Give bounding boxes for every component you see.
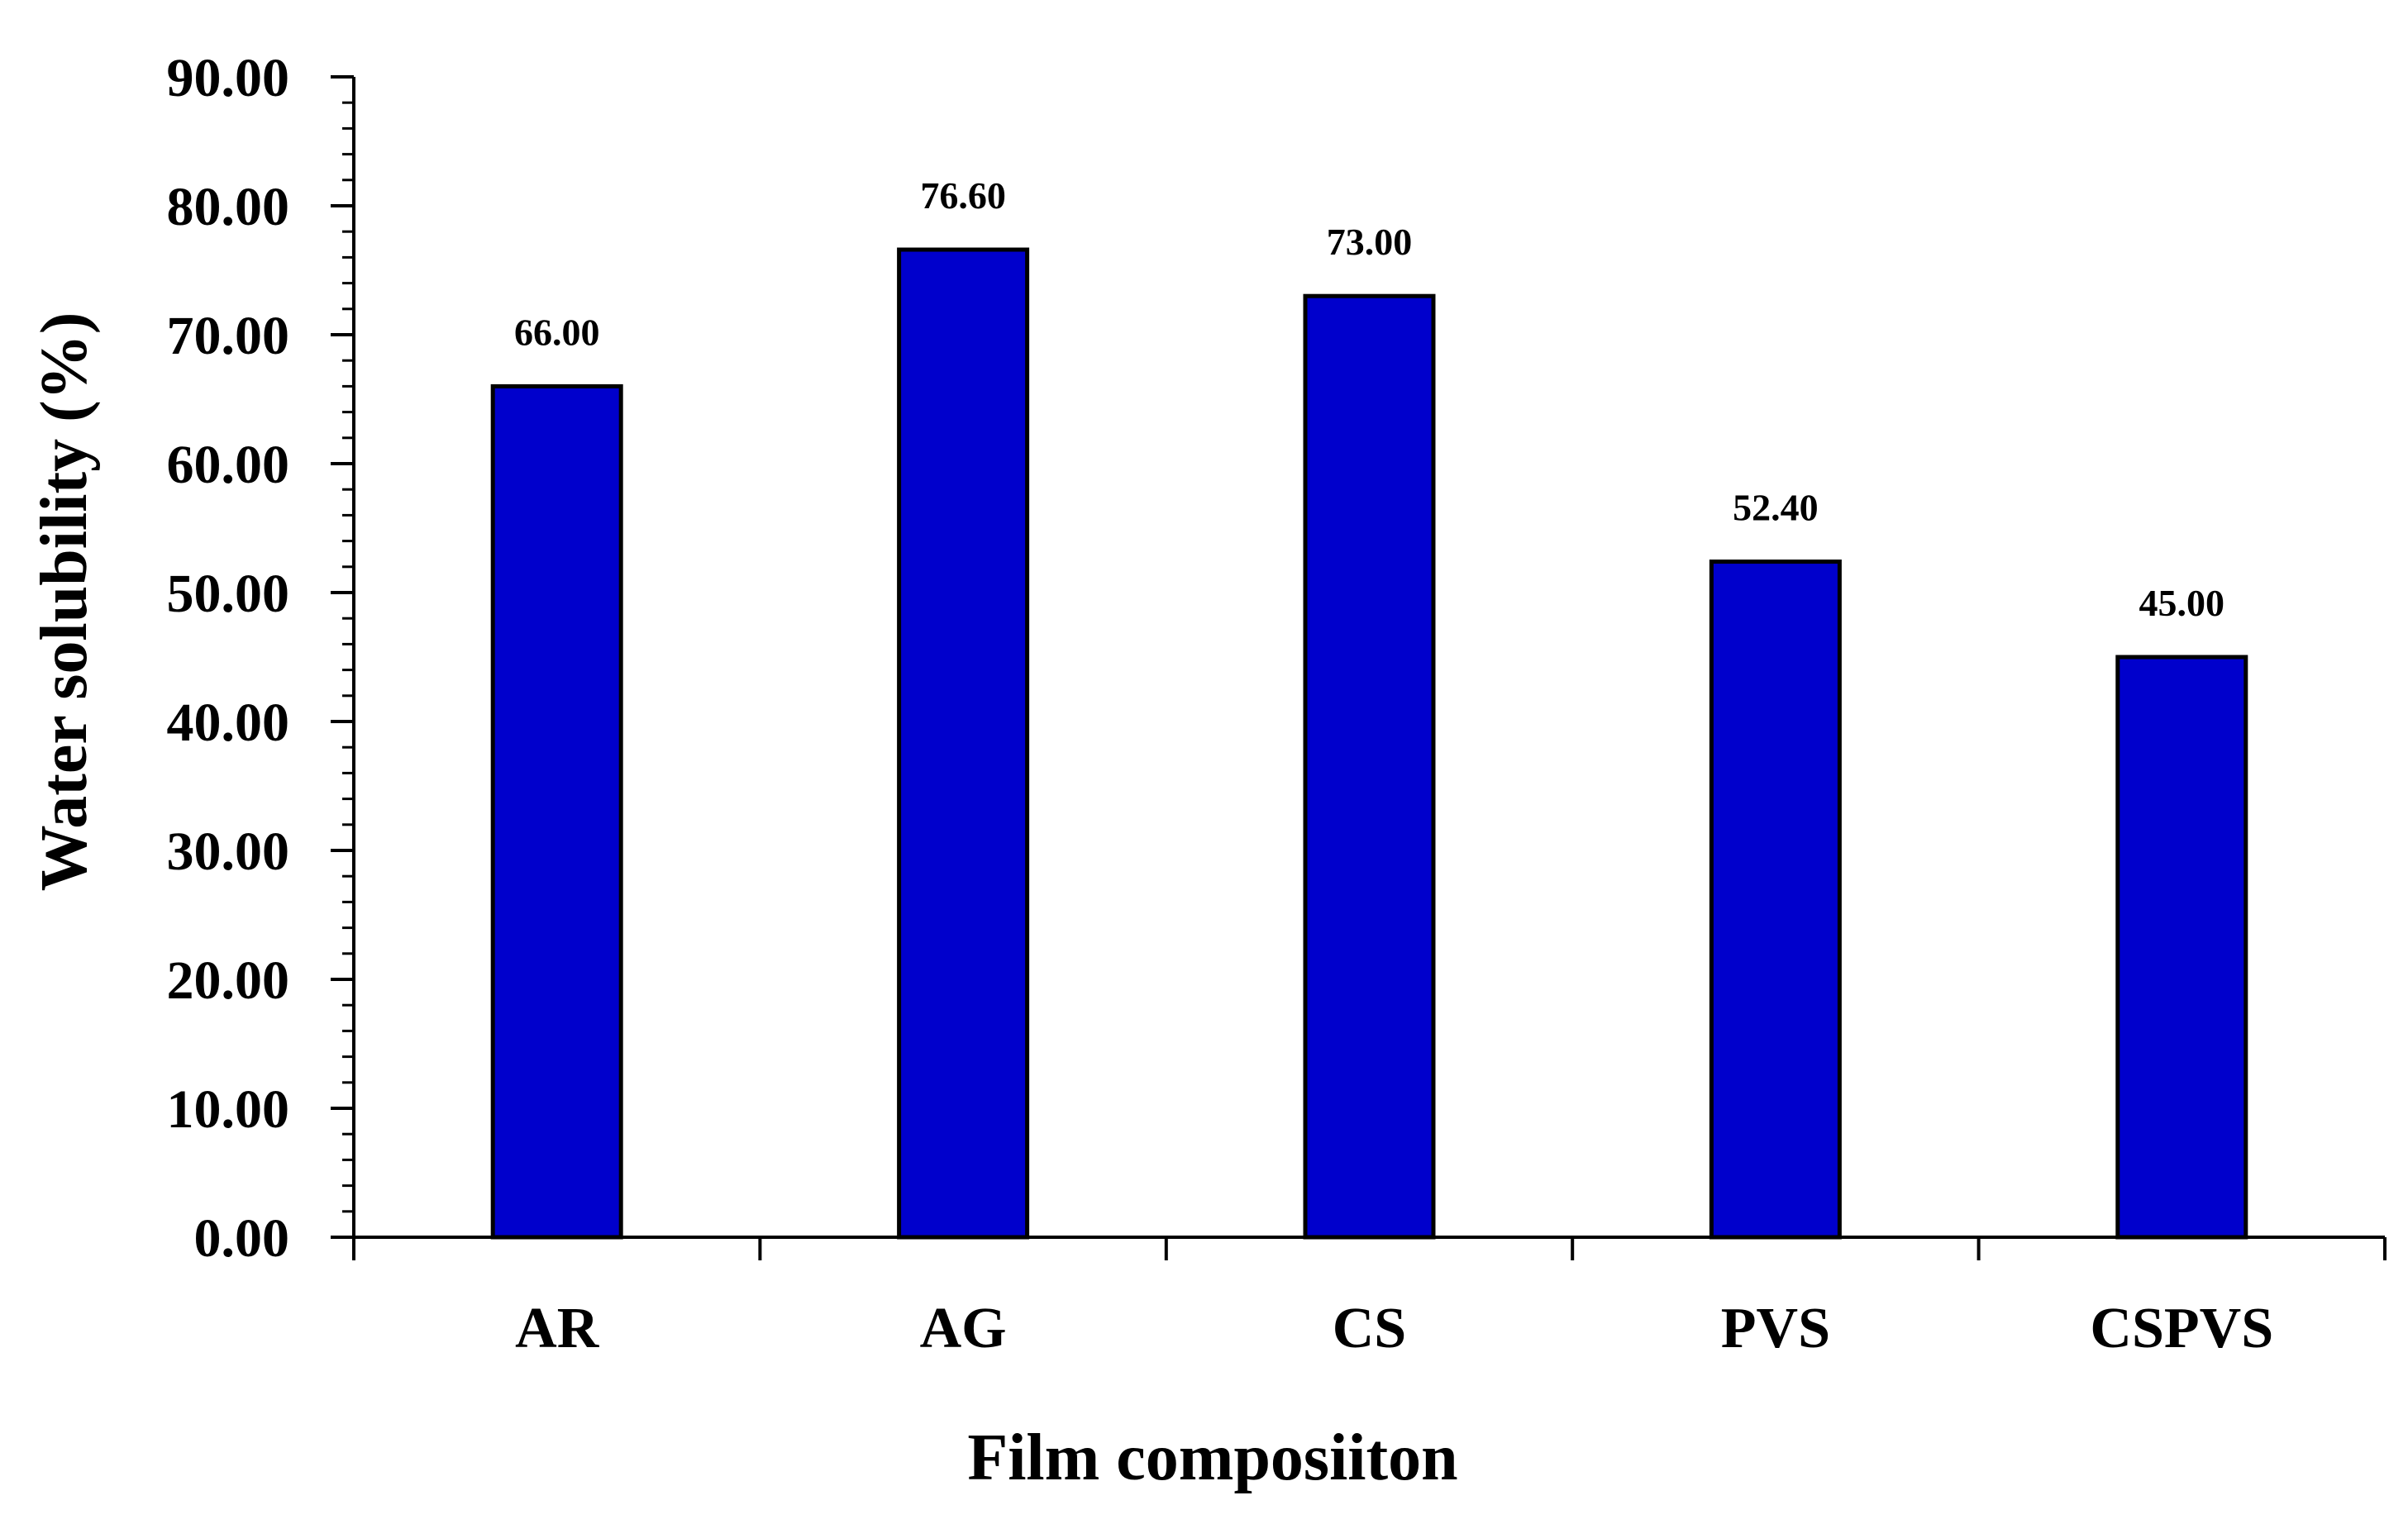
data-labels: 66.00 76.60 73.00 52.40 45.00	[514, 174, 2224, 624]
y-tick-label: 50.00	[167, 564, 290, 624]
x-axis-title: Film composiiton	[967, 1422, 1457, 1494]
y-tick-label: 30.00	[167, 822, 290, 882]
y-tick-label: 60.00	[167, 435, 290, 495]
data-label-cs: 73.00	[1327, 221, 1413, 263]
x-category-label: CS	[1333, 1297, 1406, 1360]
bar-ag	[897, 247, 1030, 1240]
y-tick-label: 10.00	[167, 1079, 290, 1140]
bar-pvs	[1709, 560, 1842, 1240]
x-category-label: CSPVS	[2090, 1297, 2273, 1360]
x-category-label: AR	[515, 1297, 600, 1360]
y-tick-label: 90.00	[167, 48, 290, 108]
y-tick-label: 0.00	[194, 1208, 290, 1269]
x-axis: AR AG CS PVS CSPVS	[352, 1236, 2387, 1360]
y-tick-label: 20.00	[167, 950, 290, 1011]
y-axis: 0.00 10.00 20.00 30.00 40.00 50.00 60.00 70.00 8…	[167, 48, 355, 1269]
bar-cs	[1303, 293, 1436, 1240]
y-tick-label: 70.00	[167, 306, 290, 366]
data-label-ar: 66.00	[514, 311, 600, 353]
bars	[490, 247, 2248, 1240]
y-tick-label: 40.00	[167, 693, 290, 753]
data-label-pvs: 52.40	[1733, 487, 1819, 529]
y-tick-label: 80.00	[167, 177, 290, 237]
x-category-label: PVS	[1721, 1297, 1830, 1360]
x-category-label: AG	[920, 1297, 1007, 1360]
bar-ar	[490, 383, 623, 1240]
y-axis-title: Water solubility (%)	[28, 312, 101, 892]
bar-cspvs	[2115, 655, 2248, 1240]
data-label-ag: 76.60	[920, 174, 1006, 217]
data-label-cspvs: 45.00	[2139, 582, 2225, 624]
